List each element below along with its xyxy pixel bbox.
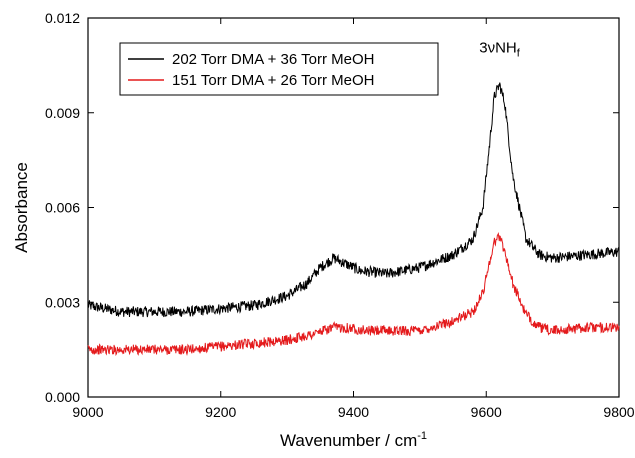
y-axis-label: Absorbance — [12, 162, 31, 253]
x-tick-label: 9200 — [205, 404, 236, 420]
legend-box — [119, 42, 439, 96]
y-tick-label: 0.009 — [45, 105, 80, 121]
legend: 202 Torr DMA + 36 Torr MeOH 151 Torr DMA… — [119, 42, 439, 96]
legend-label-series-1: 202 Torr DMA + 36 Torr MeOH — [172, 51, 374, 68]
series-line-1 — [87, 82, 620, 318]
x-axis-label: Wavenumber / cm-1 — [280, 430, 427, 450]
series-layer — [87, 82, 620, 357]
x-tick-label: 9600 — [471, 404, 502, 420]
x-tick-label: 9000 — [72, 404, 103, 420]
y-tick-label: 0.012 — [45, 10, 80, 26]
x-tick-label: 9400 — [338, 404, 369, 420]
tick-layer: 9000 9200 9400 9600 9800 0.000 0.003 0.006 0.009… — [45, 10, 635, 420]
peak-annotation: 3νNHf — [479, 40, 521, 60]
x-tick-label: 9800 — [603, 404, 634, 420]
y-tick-label: 0.003 — [45, 294, 80, 310]
y-tick-label: 0.000 — [45, 389, 80, 405]
legend-label-series-2: 151 Torr DMA + 26 Torr MeOH — [172, 72, 374, 89]
y-tick-label: 0.006 — [45, 200, 80, 216]
series-line-2 — [87, 232, 620, 357]
